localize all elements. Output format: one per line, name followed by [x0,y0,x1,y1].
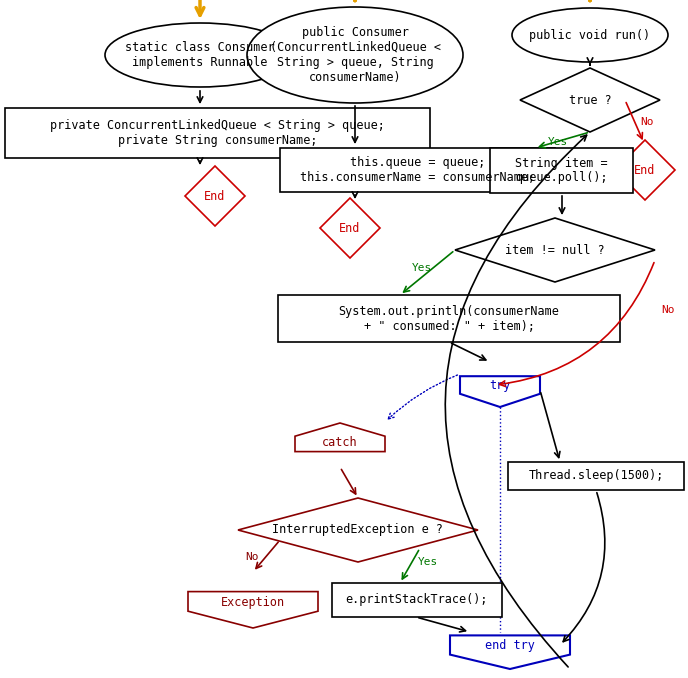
Text: try: try [489,378,510,391]
Text: end try: end try [485,639,535,652]
FancyBboxPatch shape [490,148,633,193]
Text: Yes: Yes [412,263,432,273]
Polygon shape [185,166,245,226]
Text: End: End [634,163,656,176]
Polygon shape [460,376,540,407]
Text: No: No [661,305,675,315]
Polygon shape [238,498,478,562]
FancyBboxPatch shape [5,108,430,158]
Polygon shape [320,198,380,258]
Ellipse shape [247,7,463,103]
Polygon shape [188,592,318,628]
FancyBboxPatch shape [508,462,684,490]
Text: public void run(): public void run() [530,28,651,41]
Text: End: End [339,222,361,235]
Text: true ?: true ? [568,94,612,106]
Text: catch: catch [322,437,358,450]
Text: Exception: Exception [221,596,285,610]
Text: public Consumer
(ConcurrentLinkedQueue <
String > queue, String
consumerName): public Consumer (ConcurrentLinkedQueue <… [270,26,440,84]
Text: No: No [245,552,259,562]
Polygon shape [615,140,675,200]
Text: this.queue = queue;
this.consumerName = consumerName;: this.queue = queue; this.consumerName = … [300,156,535,184]
Polygon shape [450,635,570,669]
FancyBboxPatch shape [332,583,502,617]
Text: e.printStackTrace();: e.printStackTrace(); [346,593,488,607]
Text: Thread.sleep(1500);: Thread.sleep(1500); [528,469,664,483]
Polygon shape [295,423,385,452]
Text: private ConcurrentLinkedQueue < String > queue;
private String consumerName;: private ConcurrentLinkedQueue < String >… [50,119,385,147]
Text: Yes: Yes [418,557,438,567]
Text: End: End [204,189,226,203]
FancyBboxPatch shape [278,295,620,342]
Polygon shape [520,68,660,132]
Text: String item =
queue.poll();: String item = queue.poll(); [515,157,608,184]
Text: static class Consumer
implements Runnable: static class Consumer implements Runnabl… [125,41,275,69]
Ellipse shape [105,23,295,87]
FancyBboxPatch shape [280,148,555,192]
Text: InterruptedException e ?: InterruptedException e ? [272,523,444,536]
Text: No: No [641,117,654,127]
Polygon shape [455,218,655,282]
Ellipse shape [512,8,668,62]
Text: System.out.println(consumerName
+ " consumed: " + item);: System.out.println(consumerName + " cons… [338,304,559,332]
Text: item != null ?: item != null ? [505,243,605,256]
Text: Yes: Yes [548,137,568,147]
